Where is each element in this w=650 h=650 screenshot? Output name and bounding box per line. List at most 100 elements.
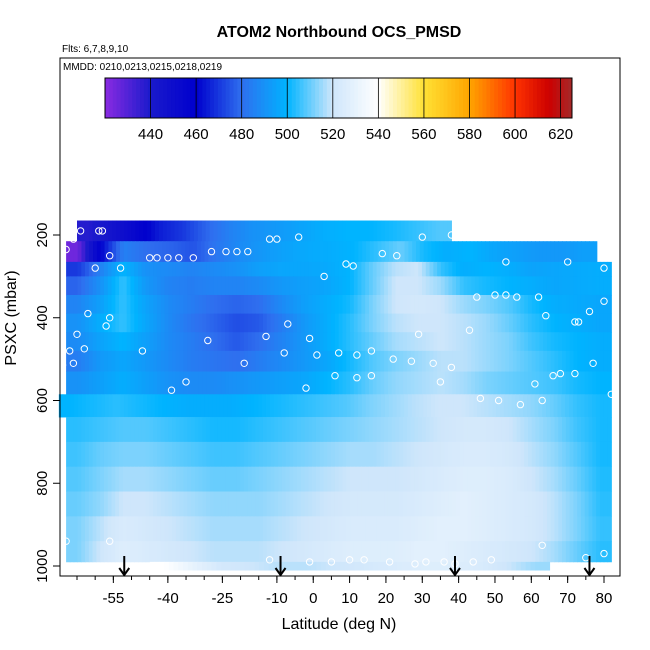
data-point <box>353 374 361 382</box>
heatmap-cell <box>500 241 506 263</box>
heatmap-cell <box>262 491 268 517</box>
heatmap-cell <box>584 261 590 277</box>
heatmap-cell <box>592 491 597 517</box>
data-point <box>513 293 521 301</box>
heatmap-cell <box>281 516 287 542</box>
heatmap-cell <box>558 466 563 492</box>
heatmap-cell <box>363 561 370 571</box>
heatmap-cell <box>388 394 394 418</box>
heatmap-cell <box>433 516 438 542</box>
heatmap-cell <box>141 313 147 333</box>
heatmap-cell <box>141 276 147 296</box>
heatmap-cell <box>452 350 457 372</box>
flight-marker-head <box>118 567 131 577</box>
heatmap-cell <box>194 541 200 563</box>
heatmap-cell <box>359 561 365 571</box>
heatmap-cell <box>505 371 510 395</box>
heatmap-cell <box>209 294 215 315</box>
data-point <box>273 235 281 243</box>
heatmap-cell <box>258 241 263 263</box>
heatmap-cell <box>478 417 484 443</box>
heatmap-cell <box>384 417 389 443</box>
heatmap-cell <box>354 241 359 263</box>
heatmap-cell <box>304 466 309 492</box>
heatmap-cell <box>558 276 563 296</box>
heatmap-cell <box>194 516 200 542</box>
data-point <box>265 556 274 564</box>
heatmap-cell <box>270 541 275 563</box>
heatmap-cell <box>516 313 522 333</box>
colorbar-segment <box>509 78 515 118</box>
heatmap-cell <box>88 541 94 563</box>
heatmap-cell <box>516 371 522 395</box>
heatmap-cell <box>228 516 234 542</box>
heatmap-cell <box>175 313 181 333</box>
heatmap-cell <box>511 394 516 418</box>
heatmap-cell <box>486 466 491 492</box>
heatmap-cell <box>400 241 406 263</box>
heatmap-cell <box>183 276 188 296</box>
heatmap-cell <box>266 491 272 517</box>
heatmap-cell <box>278 466 283 492</box>
heatmap-cell <box>227 394 233 418</box>
colorbar-segment <box>494 78 499 118</box>
heatmap-cell <box>452 276 457 296</box>
heatmap-cell <box>420 561 427 571</box>
heatmap-cell <box>391 350 397 372</box>
heatmap-cell <box>444 371 450 395</box>
heatmap-cell <box>145 276 150 296</box>
heatmap-cell <box>463 350 469 372</box>
heatmap-cell <box>431 220 437 242</box>
heatmap-cell <box>168 332 173 352</box>
heatmap-cell <box>281 466 287 492</box>
heatmap-cell <box>580 394 586 418</box>
heatmap-cell <box>334 466 340 492</box>
heatmap-cell <box>179 371 185 395</box>
colorbar-tick-label: 620 <box>548 126 573 143</box>
heatmap-cell <box>153 261 158 277</box>
heatmap-cell <box>134 417 139 443</box>
heatmap-cell <box>168 313 173 333</box>
heatmap-cell <box>497 491 503 517</box>
heatmap-cell <box>380 371 385 395</box>
heatmap-cell <box>444 276 450 296</box>
heatmap-cell <box>194 313 200 333</box>
heatmap-cell <box>527 441 533 468</box>
heatmap-cell <box>501 371 506 395</box>
heatmap-cell <box>516 294 522 315</box>
heatmap-cell <box>126 261 132 277</box>
heatmap-cell <box>437 541 442 563</box>
heatmap-cell <box>111 371 116 395</box>
heatmap-cell <box>300 466 306 492</box>
heatmap-cell <box>562 332 567 352</box>
heatmap-cell <box>372 261 378 277</box>
heatmap-cell <box>111 261 116 277</box>
heatmap-cell <box>399 441 404 468</box>
heatmap-cell <box>209 491 215 517</box>
x-tick-label: 30 <box>414 590 431 607</box>
heatmap-cell <box>539 516 544 542</box>
heatmap-cell <box>486 491 491 517</box>
heatmap-cell <box>331 466 336 492</box>
heatmap-cell <box>111 541 116 563</box>
heatmap-cell <box>175 491 181 517</box>
heatmap-cell <box>433 441 438 468</box>
heatmap-cell <box>459 466 465 492</box>
heatmap-cell <box>444 350 450 372</box>
heatmap-cell <box>77 276 82 296</box>
heatmap-cell <box>134 276 139 296</box>
heatmap-cell <box>266 276 272 296</box>
heatmap-cell <box>323 313 328 333</box>
heatmap-cell <box>562 241 567 263</box>
heatmap-cell <box>501 332 506 352</box>
heatmap-cell <box>410 441 416 468</box>
heatmap-cell <box>77 350 82 372</box>
heatmap-cell <box>126 516 132 542</box>
heatmap-cell <box>353 261 359 277</box>
heatmap-cell <box>467 491 472 517</box>
heatmap-cell <box>474 371 480 395</box>
heatmap-cell <box>217 313 222 333</box>
heatmap-cell <box>217 350 222 372</box>
heatmap-cell <box>433 276 438 296</box>
heatmap-cell <box>429 332 434 352</box>
